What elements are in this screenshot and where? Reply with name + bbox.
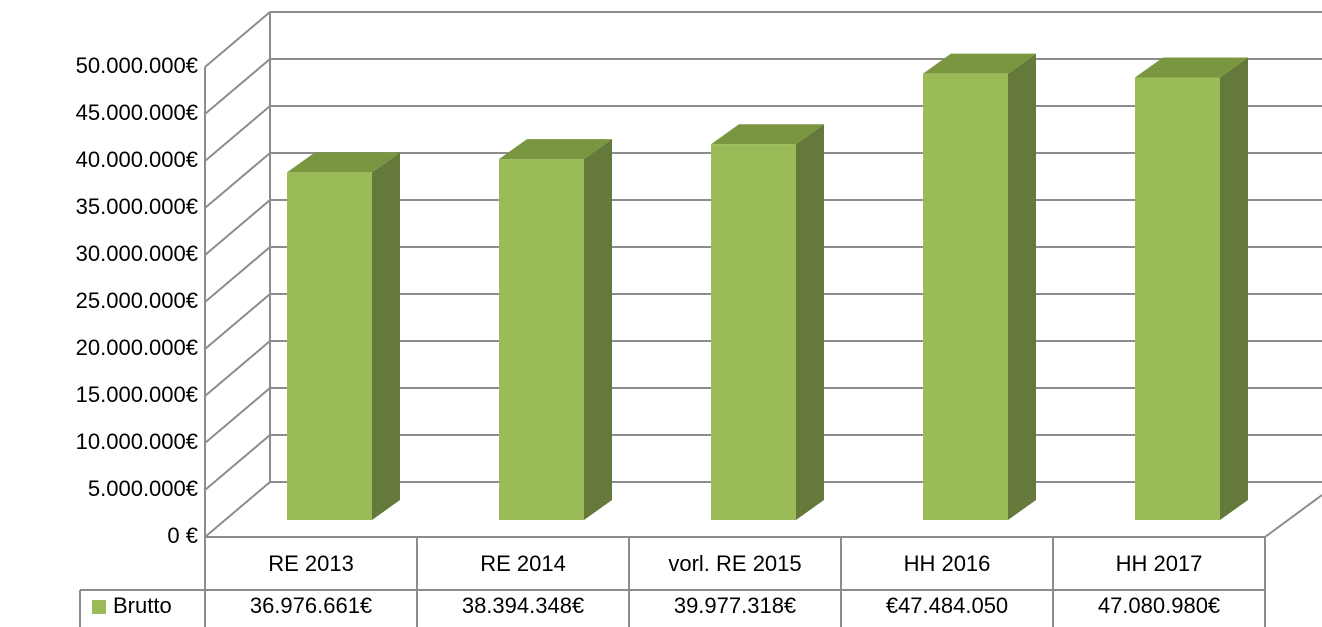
data-table — [79, 536, 1266, 627]
grid-line — [204, 387, 271, 444]
y-tick-label: 45.000.000€ — [76, 100, 198, 125]
bar-side — [372, 152, 400, 521]
bar-top — [499, 139, 612, 160]
bar-side — [1220, 57, 1248, 521]
bar-top — [711, 124, 824, 145]
grid-line — [204, 434, 271, 491]
y-tick-label: 40.000.000€ — [76, 147, 198, 172]
data-label: 39.977.318€ — [674, 593, 796, 618]
bar — [1135, 77, 1220, 521]
bar — [287, 172, 372, 521]
floor-edge — [1264, 494, 1322, 538]
bar-top — [287, 152, 400, 173]
x-tick-label: RE 2013 — [268, 551, 354, 576]
legend-swatch — [92, 600, 106, 614]
grid-line — [204, 481, 271, 538]
data-label: 38.394.348€ — [462, 593, 584, 618]
bar — [923, 73, 1008, 520]
data-label: €47.484.050 — [886, 593, 1008, 618]
bar — [711, 144, 796, 521]
x-tick-label: HH 2016 — [904, 551, 991, 576]
y-tick-label: 20.000.000€ — [76, 335, 198, 360]
y-tick-label: 15.000.000€ — [76, 382, 198, 407]
data-label: 36.976.661€ — [250, 593, 372, 618]
bar — [499, 159, 584, 520]
bar-top — [1135, 57, 1248, 78]
bar-side — [1008, 53, 1036, 520]
data-label: 47.080.980€ — [1098, 593, 1220, 618]
x-tick-label: vorl. RE 2015 — [668, 551, 801, 576]
bar-side — [584, 139, 612, 520]
x-tick-label: HH 2017 — [1116, 551, 1203, 576]
grid-line — [204, 11, 271, 68]
grid-line — [204, 199, 271, 256]
bar-top — [923, 53, 1036, 74]
bar-side — [796, 124, 824, 521]
grid-line — [204, 293, 271, 350]
legend-label: Brutto — [113, 593, 172, 618]
grid-line — [204, 105, 271, 162]
grid-line — [204, 58, 271, 115]
y-tick-label: 50.000.000€ — [76, 53, 198, 78]
x-tick-label: RE 2014 — [480, 551, 566, 576]
y-tick-label: 0 € — [167, 523, 198, 548]
y-tick-label: 5.000.000€ — [88, 476, 198, 501]
y-tick-label: 10.000.000€ — [76, 429, 198, 454]
grid-line — [204, 246, 271, 303]
grid-line — [204, 340, 271, 397]
y-tick-label: 30.000.000€ — [76, 241, 198, 266]
grid-line — [204, 152, 271, 209]
y-tick-label: 35.000.000€ — [76, 194, 198, 219]
y-tick-label: 25.000.000€ — [76, 288, 198, 313]
